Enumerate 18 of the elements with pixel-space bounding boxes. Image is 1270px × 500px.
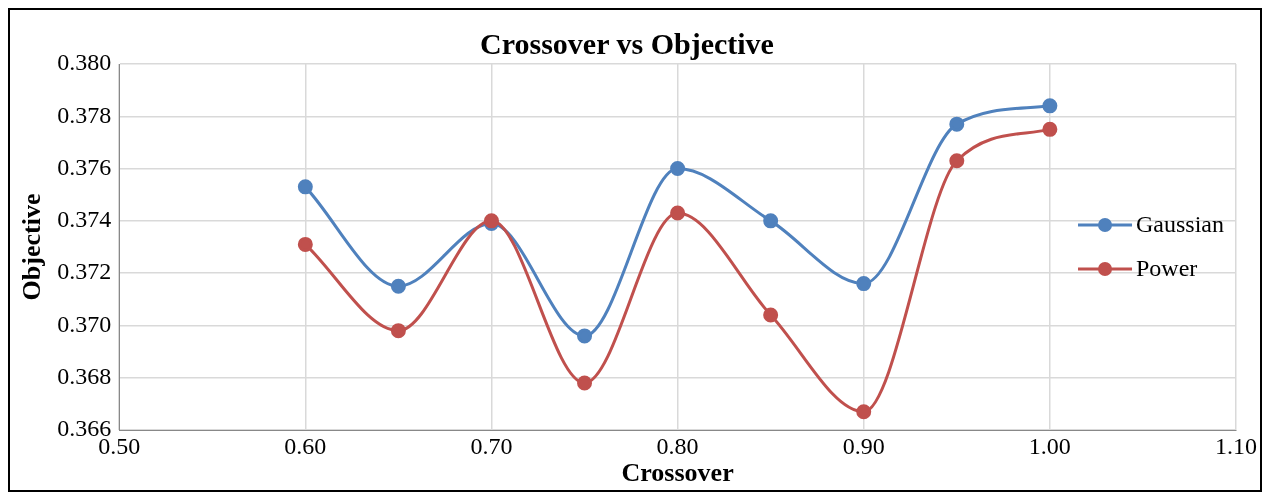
x-tick-label: 0.60	[284, 432, 327, 459]
chart-title: Crossover vs Objective	[480, 26, 774, 60]
y-tick-label: 0.368	[57, 363, 112, 390]
y-tick-label: 0.376	[57, 153, 112, 180]
x-tick-label: 0.80	[656, 432, 699, 459]
y-tick-label: 0.380	[57, 49, 112, 76]
y-axis-title: Objective	[17, 193, 47, 301]
x-axis-title: Crossover	[621, 458, 734, 488]
legend-label: Gaussian	[1136, 211, 1224, 238]
x-tick-label: 0.70	[470, 432, 513, 459]
y-tick-label: 0.372	[57, 258, 112, 285]
x-tick-label: 1.10	[1215, 432, 1257, 459]
y-tick-label: 0.370	[57, 310, 112, 337]
y-tick-label: 0.374	[57, 206, 112, 233]
x-tick-label: 1.00	[1028, 432, 1071, 459]
x-tick-label: 0.90	[842, 432, 885, 459]
legend-label: Power	[1136, 255, 1198, 282]
y-tick-label: 0.378	[57, 101, 112, 128]
